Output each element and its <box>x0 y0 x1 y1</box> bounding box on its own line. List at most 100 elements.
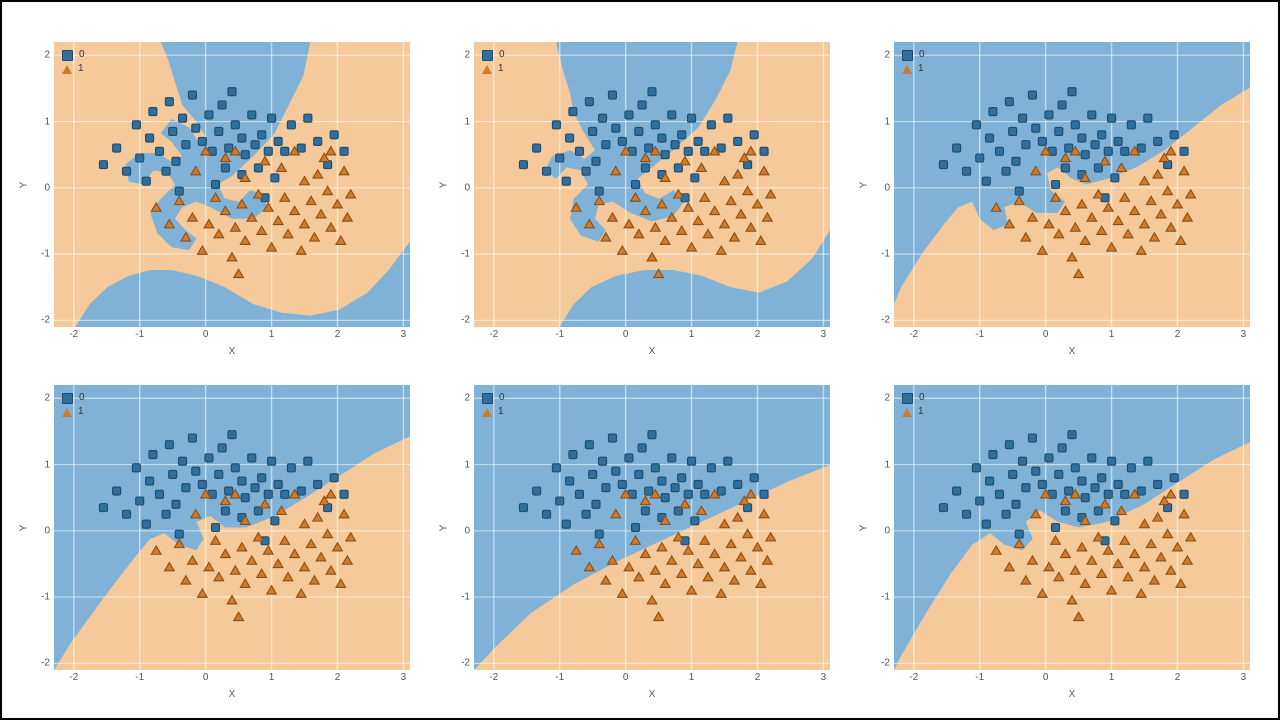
marker-class0 <box>635 127 643 135</box>
marker-class0 <box>1045 111 1053 119</box>
marker-class1 <box>234 269 244 277</box>
x-tick: 0 <box>203 329 209 340</box>
marker-class1 <box>1176 236 1186 244</box>
marker-class0 <box>651 121 659 129</box>
marker-class1 <box>240 579 250 587</box>
marker-class0 <box>995 490 1003 498</box>
marker-class0 <box>179 114 187 122</box>
subplot-p02: -2-1012Y01-2-10123X <box>870 42 1250 355</box>
marker-class1 <box>1123 572 1133 580</box>
marker-class0 <box>750 474 758 482</box>
x-tick: -1 <box>555 672 564 683</box>
marker-class1 <box>290 206 300 214</box>
x-tick: -2 <box>909 329 918 340</box>
marker-class0 <box>271 517 279 525</box>
y-tick: 2 <box>464 50 470 61</box>
marker-class0 <box>976 154 984 162</box>
marker-class0 <box>694 137 702 145</box>
marker-class0 <box>1137 144 1145 152</box>
x-tick: 1 <box>269 329 275 340</box>
marker-class0 <box>595 187 603 195</box>
marker-class0 <box>608 91 616 99</box>
marker-class1 <box>234 612 244 620</box>
marker-class1 <box>313 170 323 178</box>
marker-class0 <box>182 484 190 492</box>
marker-class1 <box>1021 576 1031 584</box>
marker-class1 <box>746 566 756 574</box>
marker-class1 <box>1113 559 1123 567</box>
marker-class1 <box>1150 576 1160 584</box>
marker-class0 <box>215 127 223 135</box>
marker-class0 <box>175 530 183 538</box>
marker-class1 <box>174 196 184 204</box>
marker-class0 <box>1111 517 1119 525</box>
marker-class0 <box>172 157 180 165</box>
marker-class1 <box>617 246 627 254</box>
marker-class0 <box>575 490 583 498</box>
marker-class1 <box>1123 229 1133 237</box>
marker-class0 <box>1028 434 1036 442</box>
marker-class1 <box>631 193 641 201</box>
x-tick: -1 <box>135 329 144 340</box>
marker-class0 <box>205 111 213 119</box>
marker-class0 <box>1015 187 1023 195</box>
marker-class0 <box>1114 137 1122 145</box>
marker-class0 <box>645 144 653 152</box>
y-tick: 2 <box>44 393 50 404</box>
marker-class1 <box>1031 166 1041 174</box>
marker-class0 <box>198 480 206 488</box>
marker-class0 <box>671 141 679 149</box>
marker-class0 <box>146 134 154 142</box>
marker-class1 <box>991 203 1001 211</box>
marker-class1 <box>641 206 651 214</box>
subplot-p11: -2-1012Y01-2-10123X <box>450 385 830 698</box>
marker-class0 <box>1081 151 1089 159</box>
y-tick: -1 <box>461 592 470 603</box>
marker-class1 <box>310 233 320 241</box>
marker-class0 <box>638 101 646 109</box>
marker-class1 <box>991 546 1001 554</box>
y-tick: -1 <box>881 592 890 603</box>
marker-class1 <box>1153 170 1163 178</box>
marker-class0 <box>142 520 150 528</box>
marker-class1 <box>346 533 356 541</box>
marker-class0 <box>123 510 131 518</box>
y-tick: -2 <box>881 658 890 669</box>
marker-class0 <box>582 167 590 175</box>
y-axis-label: Y <box>859 181 870 188</box>
marker-class1 <box>703 572 713 580</box>
x-axis-label: X <box>649 346 656 357</box>
x-tick: 0 <box>623 672 629 683</box>
marker-class0 <box>533 144 541 152</box>
marker-class0 <box>589 470 597 478</box>
y-tick: -2 <box>461 658 470 669</box>
marker-class0 <box>1127 464 1135 472</box>
marker-class0 <box>982 520 990 528</box>
marker-class1 <box>763 213 773 221</box>
marker-class0 <box>1009 127 1017 135</box>
marker-class0 <box>172 500 180 508</box>
x-axis-label: X <box>229 689 236 700</box>
marker-class0 <box>258 474 266 482</box>
marker-class1 <box>641 549 651 557</box>
marker-class1 <box>1097 569 1107 577</box>
plot-area: 01 <box>54 385 410 670</box>
y-axis: -2-1012Y <box>30 42 54 327</box>
marker-class1 <box>346 190 356 198</box>
marker-class1 <box>165 220 175 228</box>
y-tick: -1 <box>41 592 50 603</box>
marker-class0 <box>198 137 206 145</box>
marker-class1 <box>300 563 310 571</box>
x-axis: -2-10123X <box>474 670 830 698</box>
marker-class1 <box>323 186 333 194</box>
marker-class1 <box>316 210 326 218</box>
marker-class1 <box>677 226 687 234</box>
marker-class1 <box>211 536 221 544</box>
marker-class0 <box>658 477 666 485</box>
marker-class1 <box>283 572 293 580</box>
y-tick: -1 <box>41 249 50 260</box>
marker-class0 <box>612 124 620 132</box>
marker-class1 <box>230 223 240 231</box>
marker-class1 <box>1061 206 1071 214</box>
marker-class1 <box>227 253 237 261</box>
